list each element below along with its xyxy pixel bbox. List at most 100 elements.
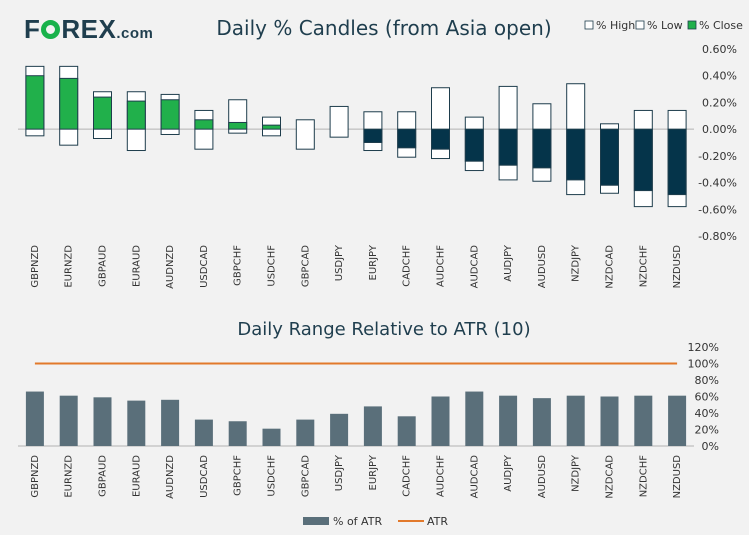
x-tick-label: GBPNZD [30,455,41,498]
bar-audusd [532,398,551,446]
x-tick-label: GBPCAD [300,455,311,497]
candle-body-nzdcad [600,128,619,186]
bar-gbpcad [296,419,315,446]
candle-body-gbpaud [93,96,112,130]
x-tick-label: USDCAD [199,455,210,498]
candle-body-usdchf [262,124,281,130]
bar-gbpaud [93,397,112,446]
x-tick-label: AUDUSD [537,245,548,289]
bar-gbpnzd [25,391,44,446]
x-tick-label: NZDUSD [672,455,683,499]
x-tick-label: NZDCAD [605,245,616,289]
bar-cadchf [397,416,416,446]
y-tick-label: 20% [695,424,719,437]
bar-eurjpy [363,406,382,446]
y-tick-label: 60% [695,391,719,404]
candle-body-audusd [532,128,552,169]
y-tick-label: 80% [695,374,719,387]
x-tick-label: EURNZD [64,455,75,498]
bar-usdcad [194,419,213,446]
candle-range-gbpcad [295,119,315,150]
candle-body-audcad [464,128,484,162]
bar-audcad [465,391,484,446]
x-tick-label: GBPCHF [233,455,244,496]
logo-text-rex: REX [61,14,117,44]
y-tick-label: 40% [695,407,719,420]
x-tick-label: EURAUD [131,455,142,497]
candle-body-nzdusd [667,128,687,196]
x-tick-label: AUDCHF [436,245,447,287]
x-tick-label: AUDCAD [469,455,480,499]
candle-range-usdjpy [329,105,349,138]
x-tick-label: AUDJPY [503,244,514,282]
candle-body-nzdchf [633,128,653,192]
legend-label-atr: ATR [427,515,448,528]
candle-body-euraud [126,100,146,130]
y-tick-label: -0.80% [698,230,737,243]
bar-audnzd [161,399,180,446]
candles-legend: % High % Low % Close [584,19,743,32]
atr-title: Daily Range Relative to ATR (10) [237,319,530,340]
x-tick-label: AUDCHF [436,455,447,497]
x-tick-label: AUDCAD [469,245,480,289]
bar-gbpchf [228,421,247,446]
y-tick-label: 120% [688,341,719,354]
forex-logo: F REX.com [24,14,153,45]
legend-label-high: % High [596,19,635,32]
candle-body-usdcad [194,119,214,130]
atr-legend: % of ATR ATR [303,515,448,528]
x-tick-label: AUDNZD [165,455,176,499]
bar-nzdcad [600,396,619,446]
legend-swatch-low [635,20,645,30]
x-tick-label: GBPNZD [30,245,41,288]
bar-eurnzd [59,395,78,446]
candle-range-usdcad [194,109,214,150]
candle-body-eurnzd [59,77,79,130]
x-tick-label: CADCHF [402,245,413,287]
candle-body-eurjpy [363,128,383,143]
x-tick-label: EURJPY [368,454,379,490]
x-tick-label: GBPAUD [98,245,109,287]
candle-body-gbpnzd [25,75,45,130]
x-tick-label: NZDCHF [638,455,649,498]
y-tick-label: -0.20% [698,150,737,163]
x-tick-label: AUDJPY [503,454,514,492]
bar-audjpy [499,395,518,446]
x-tick-label: USDJPY [334,244,345,281]
x-tick-label: USDJPY [334,454,345,491]
y-tick-label: 0% [702,440,719,453]
x-tick-label: GBPCHF [233,245,244,286]
x-tick-label: NZDUSD [672,245,683,289]
y-tick-label: 100% [688,358,719,371]
y-tick-label: 0.00% [702,123,737,136]
y-tick-label: 0.40% [702,70,737,83]
candle-body-audchf [431,128,450,150]
bar-usdchf [262,428,281,446]
x-tick-label: USDCAD [199,245,210,288]
x-tick-label: USDCHF [267,245,278,287]
bar-nzdchf [634,395,653,446]
legend-swatch-close [687,20,697,30]
candle-body-audnzd [160,99,180,130]
bar-euraud [127,400,146,446]
atr-chart: 0% 20% 40% 60% 80% 100% 120% GBPNZD EURNZD GBPAUD… [18,341,719,499]
candle-body-audjpy [498,128,518,166]
y-tick-label: -0.60% [698,203,737,216]
candle-body-cadchf [397,128,417,149]
bar-audchf [431,396,450,446]
legend-swatch-pct-of-atr [303,517,329,525]
y-tick-label: 0.60% [702,43,737,56]
candle-body-nzdjpy [566,128,586,181]
x-tick-label: EURAUD [131,245,142,287]
y-tick-label: -0.40% [698,177,737,190]
logo-ring-icon [41,20,61,39]
x-tick-label: EURJPY [368,244,379,280]
logo-domain: .com [116,25,154,42]
candles-title: Daily % Candles (from Asia open) [216,16,551,40]
x-tick-label: USDCHF [267,455,278,497]
x-tick-label: CADCHF [402,455,413,497]
x-tick-label: AUDUSD [537,455,548,499]
legend-swatch-high [584,20,594,30]
